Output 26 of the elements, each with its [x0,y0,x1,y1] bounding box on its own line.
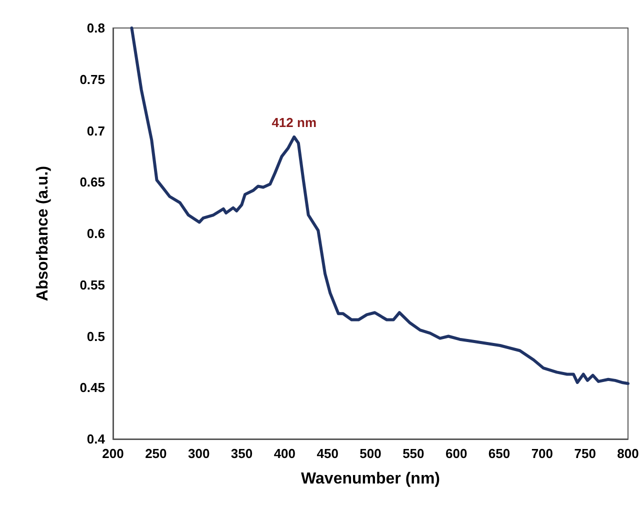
y-tick-label: 0.55 [80,277,105,292]
y-tick-label: 0.75 [80,72,105,87]
annotation: 412 nm [272,114,317,130]
y-tick-label: 0.5 [86,328,105,344]
x-tick-label: 200 [102,446,124,461]
y-tick-label: 0.45 [80,380,105,396]
x-tick-label: 300 [188,446,210,461]
y-tick-label: 0.7 [86,123,105,138]
x-tick-label: 600 [445,446,468,461]
y-tick-label: 0.4 [86,432,106,446]
x-tick-label: 400 [274,446,296,461]
y-tick-label: 0.6 [86,226,105,241]
y-tick-label: 0.8 [86,20,105,36]
x-tick-label: 750 [574,446,596,461]
x-axis-title: Wavenumber (nm) [301,470,440,488]
x-tick-label: 450 [316,446,338,461]
x-tick-label: 250 [145,446,167,461]
x-tick-label: 500 [360,446,382,461]
x-tick-label: 650 [488,446,510,461]
x-tick-label: 350 [230,446,253,461]
x-tick-label: 550 [402,446,424,461]
y-tick-label: 0.65 [80,174,105,190]
x-tick-label: 800 [617,446,639,461]
x-tick-label: 700 [531,446,554,461]
line-series [130,26,630,386]
y-axis-title: Absorbance (a.u.) [34,166,52,302]
